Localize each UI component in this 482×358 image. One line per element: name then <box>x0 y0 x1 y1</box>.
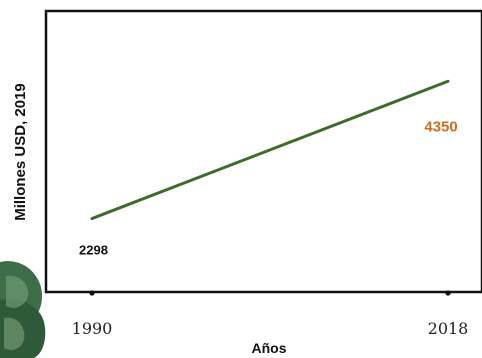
x-axis-label: Años <box>252 340 287 356</box>
x-ticks: 1990 2018 <box>72 290 469 338</box>
x-tick-mark <box>445 290 451 296</box>
decorative-globe-graphic <box>0 261 46 358</box>
data-labels: 2298 4350 <box>79 118 458 257</box>
x-tick-label: 1990 <box>72 319 113 338</box>
y-axis-label: Millones USD, 2019 <box>12 83 29 221</box>
x-tick-mark <box>89 290 95 296</box>
data-label-2298: 2298 <box>79 243 108 258</box>
x-tick-label: 2018 <box>428 319 469 338</box>
series-layer <box>90 79 450 221</box>
data-label-4350: 4350 <box>424 118 457 135</box>
series-line-1 <box>90 79 450 221</box>
